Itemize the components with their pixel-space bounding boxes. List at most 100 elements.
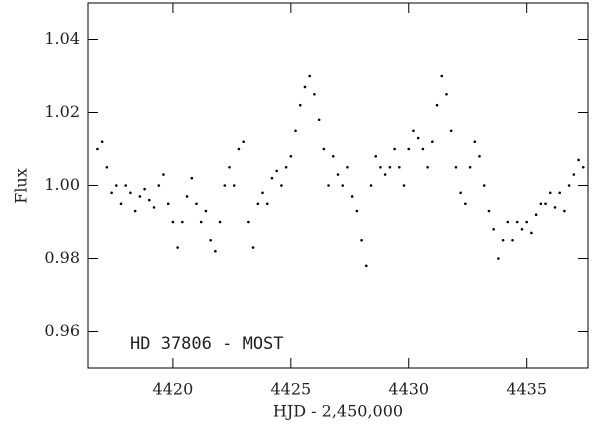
data-point bbox=[171, 220, 175, 224]
data-point bbox=[317, 118, 321, 122]
data-point bbox=[553, 206, 557, 209]
data-point bbox=[350, 195, 354, 198]
data-point bbox=[431, 140, 434, 143]
data-point bbox=[143, 187, 146, 191]
data-point bbox=[251, 246, 255, 249]
data-point bbox=[581, 165, 585, 169]
data-point bbox=[242, 140, 245, 143]
data-point bbox=[454, 165, 458, 169]
data-point bbox=[162, 173, 165, 176]
data-point bbox=[525, 220, 528, 224]
data-point bbox=[416, 136, 420, 140]
data-point bbox=[157, 184, 161, 187]
data-point bbox=[530, 231, 533, 235]
plot-frame bbox=[87, 2, 589, 369]
x-tick-label: 4425 bbox=[270, 380, 311, 399]
data-point bbox=[548, 191, 552, 195]
data-point bbox=[199, 220, 203, 224]
data-point bbox=[308, 74, 311, 78]
data-point bbox=[464, 202, 467, 206]
data-point bbox=[511, 238, 514, 242]
data-point bbox=[110, 191, 113, 195]
data-point bbox=[331, 155, 335, 158]
data-point bbox=[426, 165, 429, 169]
data-point bbox=[327, 184, 330, 187]
data-point bbox=[218, 220, 222, 224]
data-point bbox=[265, 202, 269, 206]
y-tick-label: 1.04 bbox=[44, 29, 80, 48]
data-point bbox=[379, 165, 382, 169]
data-point bbox=[501, 238, 505, 242]
data-point bbox=[435, 103, 439, 107]
data-point bbox=[129, 191, 132, 195]
data-point bbox=[313, 92, 316, 96]
data-point bbox=[280, 184, 283, 187]
x-tick-label: 4420 bbox=[153, 380, 194, 399]
data-point bbox=[398, 165, 401, 169]
data-point bbox=[459, 191, 462, 195]
data-point bbox=[487, 209, 491, 213]
x-tick-label: 4435 bbox=[506, 380, 547, 399]
data-point bbox=[355, 209, 359, 213]
data-point bbox=[298, 103, 302, 107]
data-point bbox=[567, 184, 571, 187]
data-point bbox=[181, 220, 184, 224]
annotation: HD 37806 - MOST bbox=[130, 334, 284, 354]
data-point bbox=[133, 209, 137, 213]
data-point bbox=[412, 129, 415, 133]
data-point bbox=[478, 155, 481, 158]
data-point bbox=[577, 158, 580, 162]
data-point bbox=[421, 147, 425, 151]
data-point bbox=[303, 85, 307, 89]
data-point bbox=[237, 147, 241, 151]
data-point bbox=[497, 257, 500, 260]
data-point bbox=[482, 184, 486, 187]
data-point bbox=[572, 173, 576, 176]
data-point bbox=[124, 184, 128, 187]
data-point bbox=[449, 129, 453, 133]
data-point bbox=[96, 147, 99, 151]
data-point bbox=[284, 165, 288, 169]
data-point bbox=[166, 202, 170, 206]
data-point bbox=[402, 184, 406, 187]
data-point bbox=[195, 202, 198, 206]
y-tick-label: 0.98 bbox=[44, 248, 80, 267]
data-point bbox=[492, 228, 495, 231]
y-axis-label: Flux bbox=[12, 168, 31, 204]
data-point bbox=[544, 202, 547, 206]
data-point bbox=[228, 165, 231, 169]
data-point bbox=[407, 147, 411, 151]
data-point bbox=[247, 220, 250, 224]
data-point bbox=[393, 147, 396, 151]
data-point bbox=[539, 202, 543, 206]
x-axis-label: HJD - 2,450,000 bbox=[273, 402, 403, 421]
data-point bbox=[506, 220, 510, 224]
data-point bbox=[388, 165, 392, 169]
data-point bbox=[275, 169, 278, 173]
data-point bbox=[209, 238, 212, 242]
data-point bbox=[148, 198, 151, 202]
data-point bbox=[261, 191, 264, 195]
data-point bbox=[214, 249, 217, 253]
data-point bbox=[322, 147, 326, 151]
data-point bbox=[468, 165, 472, 169]
data-point bbox=[176, 246, 179, 249]
data-point bbox=[383, 173, 387, 176]
data-point bbox=[138, 195, 142, 198]
data-point bbox=[369, 184, 373, 187]
data-point bbox=[520, 228, 524, 231]
y-tick-label: 1.00 bbox=[44, 175, 80, 194]
data-point bbox=[105, 165, 109, 169]
data-point bbox=[115, 184, 118, 187]
data-point bbox=[365, 264, 368, 268]
data-point bbox=[289, 155, 293, 158]
data-point bbox=[336, 173, 340, 176]
data-point bbox=[256, 202, 260, 206]
data-point bbox=[473, 140, 477, 143]
data-point bbox=[270, 176, 274, 180]
data-point bbox=[346, 165, 349, 169]
data-point bbox=[190, 176, 194, 180]
data-point bbox=[294, 129, 297, 133]
data-point bbox=[341, 184, 345, 187]
